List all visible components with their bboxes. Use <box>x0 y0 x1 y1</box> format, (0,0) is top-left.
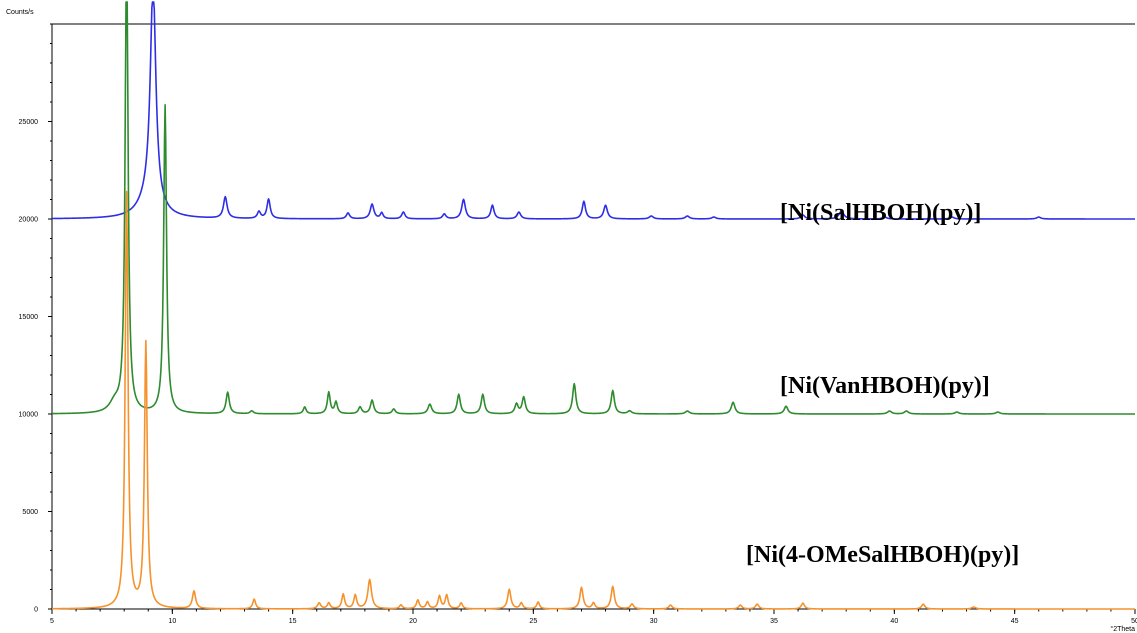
chart-series-labels: [Ni(SalHBOH)(py)] [Ni(VanHBOH)(py)] [Ni(4-… <box>746 200 1019 568</box>
y-axis-title: Counts/s <box>6 9 34 16</box>
x-tick-label: 20 <box>409 618 417 625</box>
chart-series-group <box>51 1 1136 610</box>
x-tick-label: 45 <box>1011 618 1019 625</box>
x-tick-label: 10 <box>168 618 176 625</box>
y-tick-label: 15000 <box>19 314 39 321</box>
series-label-2: [Ni(4-OMeSalHBOH)(py)] <box>746 542 1019 568</box>
x-tick-label: 15 <box>289 618 297 625</box>
x-tick-label: 40 <box>890 618 898 625</box>
x-tick-label: 35 <box>770 618 778 625</box>
series-label-0: [Ni(SalHBOH)(py)] <box>780 200 981 226</box>
chart-axes: 0 5000 10000 15000 20000 25000 5 10 15 20 25 30 35 40… <box>6 9 1137 633</box>
y-tick-label: 20000 <box>19 217 39 224</box>
y-tick-label: 0 <box>34 607 38 614</box>
y-tick-label: 10000 <box>19 412 39 419</box>
x-axis-title: °2Theta <box>1110 625 1135 633</box>
x-tick-label: 50 <box>1131 618 1137 625</box>
y-tick-label: 25000 <box>19 119 39 126</box>
x-tick-label: 30 <box>650 618 658 625</box>
x-tick-label: 5 <box>50 618 54 625</box>
series-line-1 <box>51 1 1136 415</box>
series-line-0 <box>51 1 1136 220</box>
series-label-1: [Ni(VanHBOH)(py)] <box>780 373 990 399</box>
y-tick-label: 5000 <box>22 509 38 516</box>
x-tick-label: 25 <box>529 618 537 625</box>
series-line-2 <box>51 190 1136 610</box>
